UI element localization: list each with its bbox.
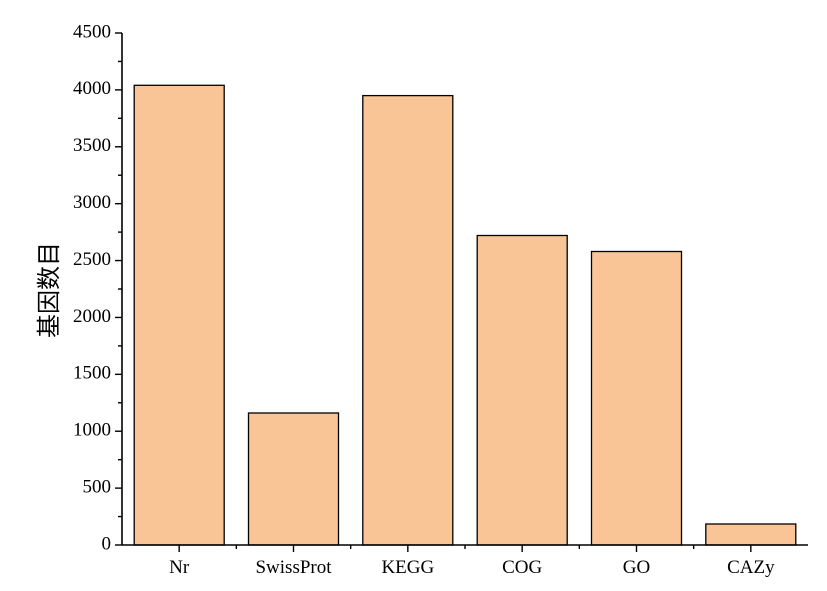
bars-group [133, 84, 797, 546]
x-tick-label: Nr [169, 557, 190, 578]
y-axis-title: 基因数目 [35, 242, 63, 338]
y-tick-label: 2000 [73, 306, 111, 327]
bar-kegg [362, 94, 454, 546]
y-tick-label: 4000 [73, 78, 111, 99]
x-tick-label: GO [623, 557, 650, 578]
x-tick-label: SwissProt [255, 557, 332, 578]
x-tick-label: KEGG [381, 557, 434, 578]
y-tick-label: 4500 [73, 21, 111, 42]
y-tick-label: 0 [102, 533, 112, 554]
y-tick-label: 1000 [73, 420, 111, 441]
y-tick-label: 3000 [73, 192, 111, 213]
y-tick-label: 500 [83, 476, 112, 497]
x-tick-label: CAZy [727, 557, 775, 578]
x-tick-label: COG [502, 557, 542, 578]
bar-nr [133, 84, 225, 546]
y-tick-label: 1500 [73, 363, 111, 384]
bar-cog [476, 234, 568, 546]
y-tick-label: 3500 [73, 135, 111, 156]
bar-swissprot [247, 412, 340, 546]
y-tick-label: 2500 [73, 249, 111, 270]
bar-cazy [705, 523, 797, 546]
bar-go [590, 250, 683, 546]
x-ticks-group: Nr SwissProt KEGG COG GO CAZy [169, 545, 775, 578]
y-ticks-group: 0 500 1000 1500 2000 2500 3000 3500 4000 4500 [73, 21, 122, 554]
